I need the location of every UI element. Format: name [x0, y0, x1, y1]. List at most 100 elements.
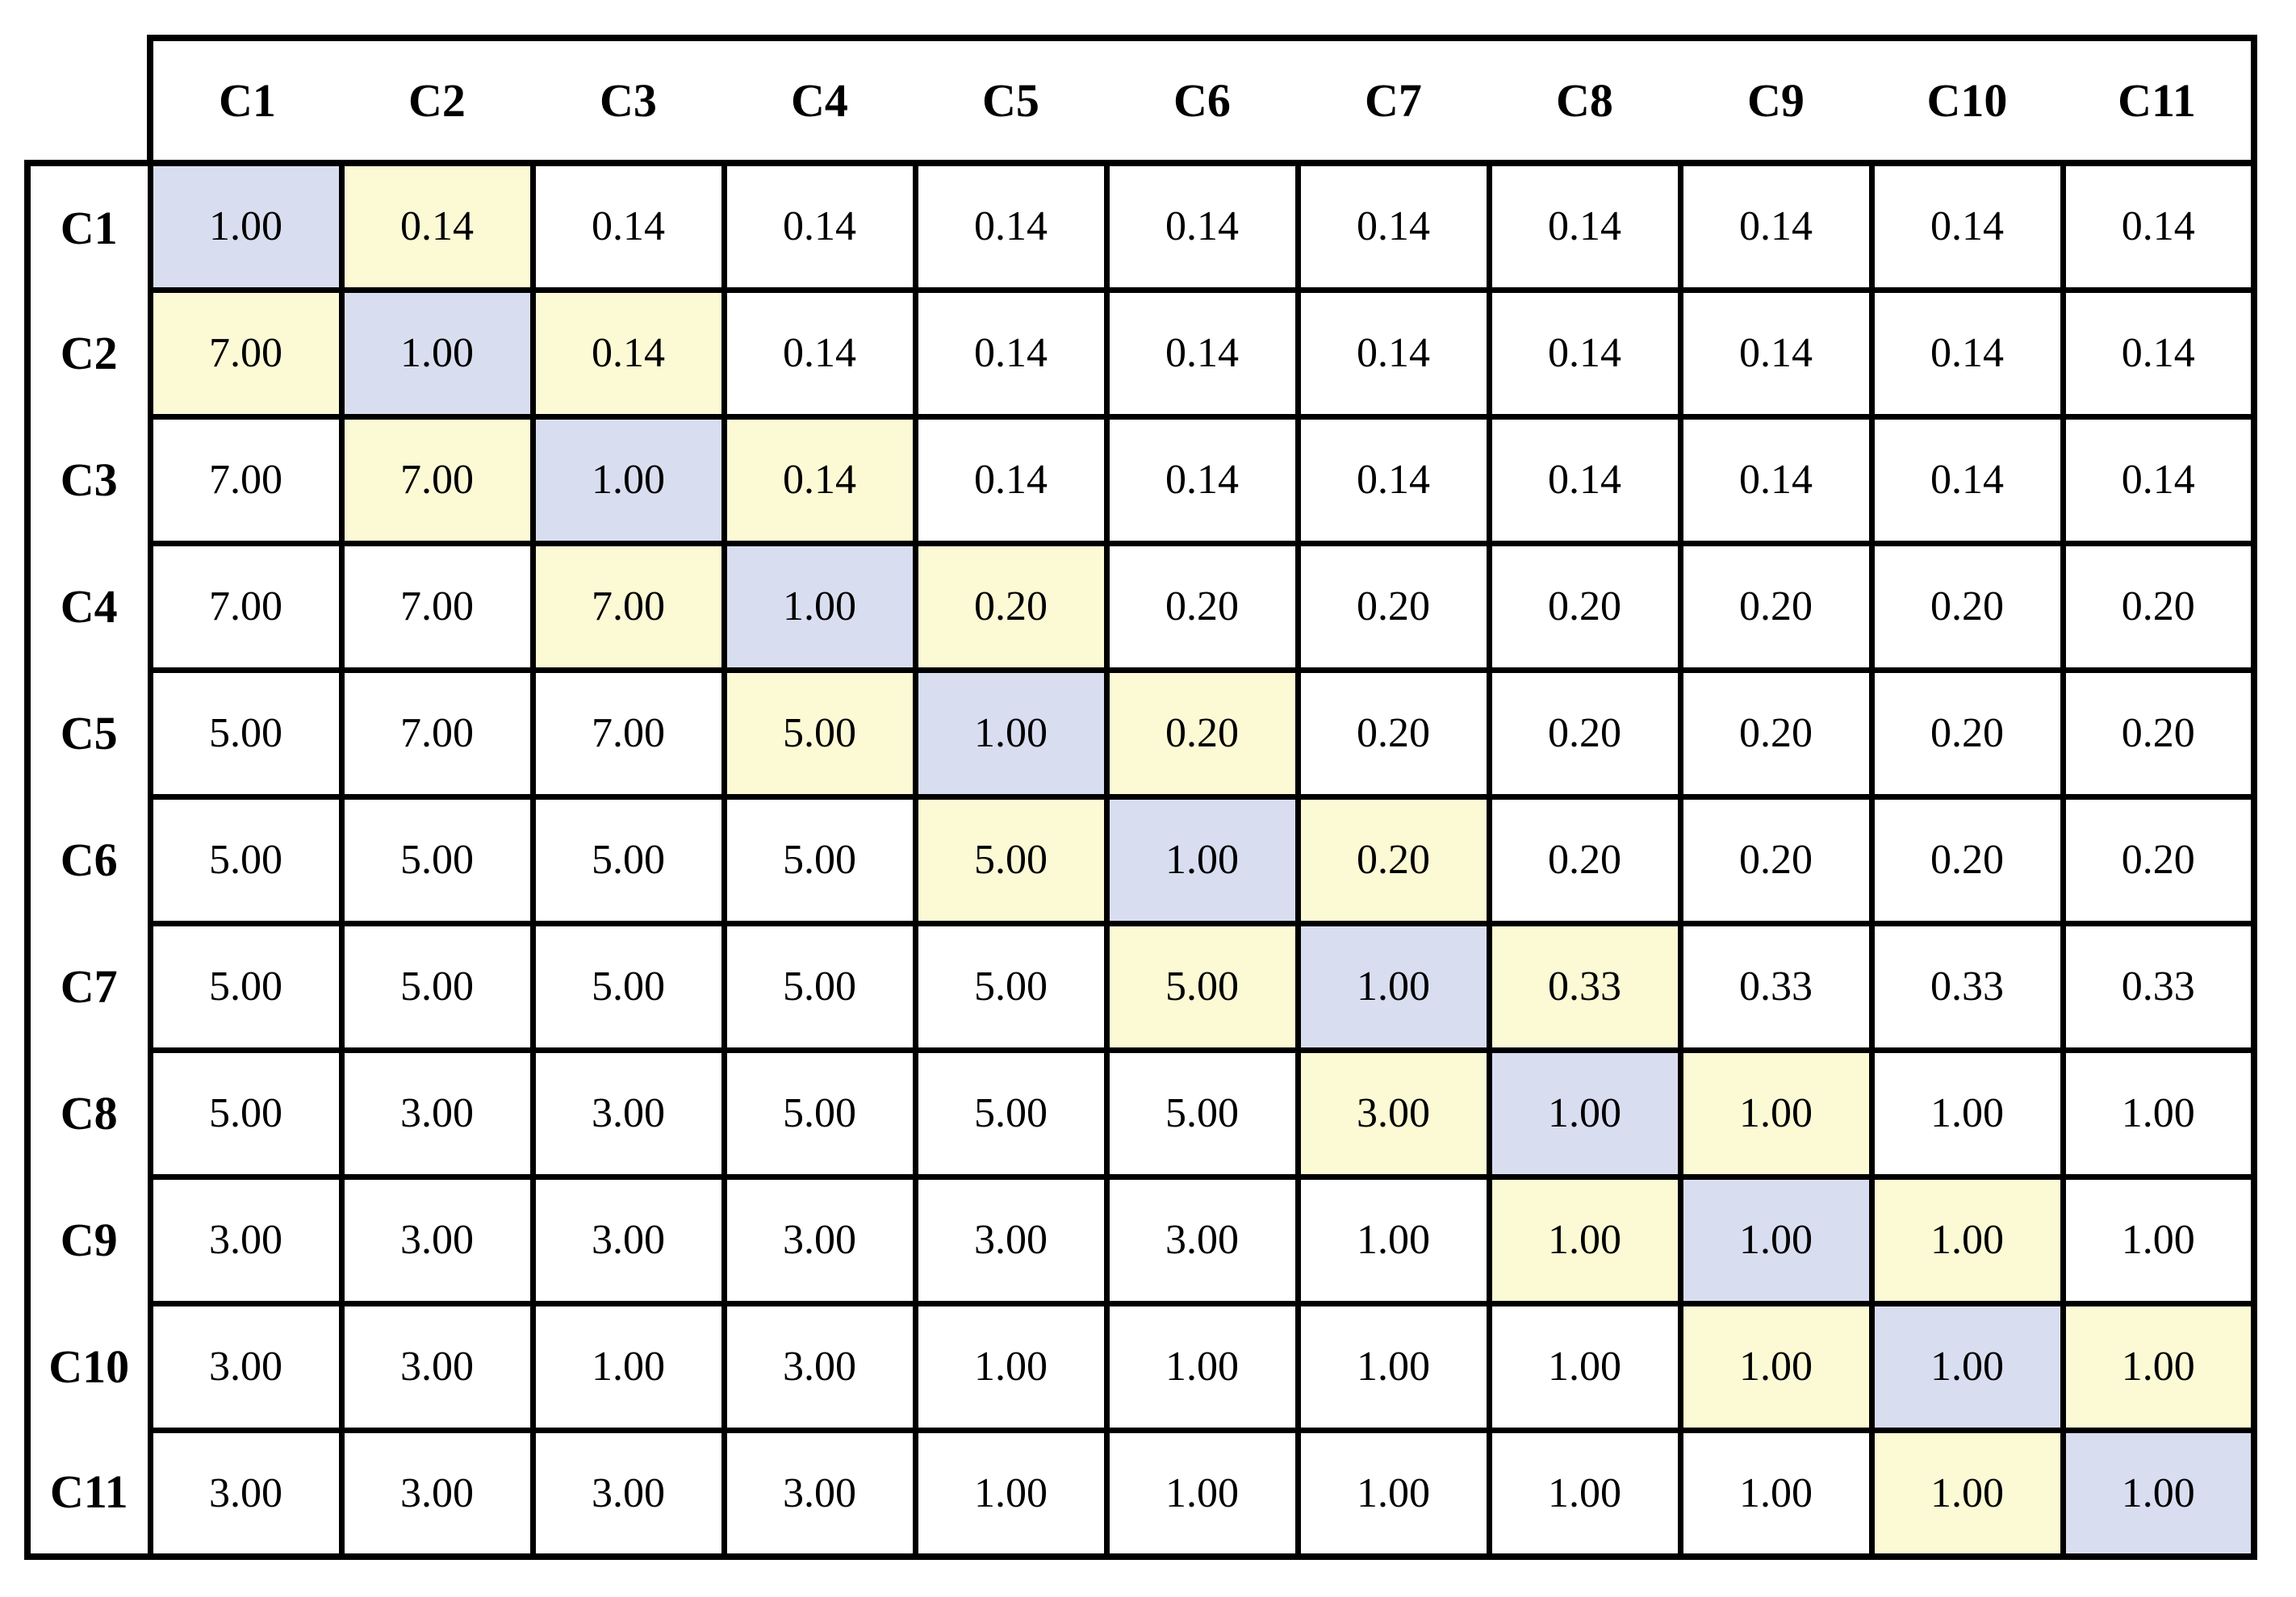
matrix-cell-diagonal: 1.00 [1103, 793, 1301, 926]
matrix-cell: 0.20 [1103, 540, 1301, 673]
matrix-cell: 0.14 [1868, 286, 2066, 420]
matrix-cell: 3.00 [721, 1300, 918, 1433]
matrix-cell: 1.00 [912, 1427, 1110, 1560]
matrix-cell: 1.00 [1486, 1300, 1683, 1433]
matrix-cell: 1.00 [1677, 1300, 1875, 1433]
row-header: C7 [24, 923, 150, 1050]
column-header: C9 [1680, 35, 1872, 166]
matrix-cell: 0.14 [1294, 286, 1492, 420]
matrix-cell: 5.00 [1103, 1047, 1301, 1180]
matrix-cell: 1.00 [912, 1300, 1110, 1433]
matrix-cell: 0.20 [1677, 540, 1875, 673]
matrix-cell: 0.14 [1103, 286, 1301, 420]
matrix-cell: 0.14 [2060, 413, 2257, 546]
matrix-cell-diagonal: 1.00 [1294, 920, 1492, 1053]
column-header: C2 [341, 35, 533, 166]
row-header: C11 [24, 1430, 150, 1560]
matrix-cell: 5.00 [912, 793, 1110, 926]
table-row: C7 5.00 5.00 5.00 5.00 5.00 5.00 1.00 0.33 0.33 0.… [24, 920, 2257, 1053]
matrix-cell: 0.20 [1294, 793, 1492, 926]
matrix-cell-diagonal: 1.00 [1868, 1300, 2066, 1433]
matrix-cell: 0.33 [2060, 920, 2257, 1053]
matrix-cell: 0.20 [1103, 667, 1301, 800]
matrix-cell: 5.00 [338, 793, 536, 926]
matrix-cell-diagonal: 1.00 [529, 413, 727, 546]
matrix-cell: 0.20 [2060, 540, 2257, 673]
matrix-cell: 1.00 [1868, 1047, 2066, 1180]
matrix-cell: 1.00 [2060, 1047, 2257, 1180]
table-row: C9 3.00 3.00 3.00 3.00 3.00 3.00 1.00 1.00 1.00 1.… [24, 1173, 2257, 1306]
matrix-cell-diagonal: 1.00 [1677, 1173, 1875, 1306]
matrix-cell: 7.00 [338, 667, 536, 800]
matrix-cell: 0.14 [1677, 286, 1875, 420]
matrix-cell: 5.00 [147, 793, 345, 926]
matrix-cell: 0.14 [912, 286, 1110, 420]
table-row: C2 7.00 1.00 0.14 0.14 0.14 0.14 0.14 0.14 0.14 0.… [24, 286, 2257, 420]
matrix-cell: 0.20 [1868, 793, 2066, 926]
matrix-cell: 1.00 [1103, 1300, 1301, 1433]
matrix-cell: 5.00 [721, 667, 918, 800]
matrix-cell: 0.14 [2060, 286, 2257, 420]
matrix-cell: 1.00 [1294, 1173, 1492, 1306]
matrix-cell: 0.20 [2060, 667, 2257, 800]
matrix-cell: 5.00 [147, 920, 345, 1053]
matrix-cell: 0.14 [529, 160, 727, 293]
matrix-cell-diagonal: 1.00 [721, 540, 918, 673]
row-header: C3 [24, 416, 150, 543]
matrix-cell: 0.14 [721, 286, 918, 420]
corner-cell [27, 38, 150, 163]
row-header: C9 [24, 1177, 150, 1303]
matrix-cell: 7.00 [338, 413, 536, 546]
matrix-cell: 3.00 [529, 1173, 727, 1306]
table-row: C5 5.00 7.00 7.00 5.00 1.00 0.20 0.20 0.20 0.20 0.… [24, 667, 2257, 800]
matrix-cell: 0.20 [1868, 667, 2066, 800]
matrix-cell: 0.33 [1868, 920, 2066, 1053]
matrix-cell: 0.33 [1677, 920, 1875, 1053]
matrix-cell-diagonal: 1.00 [338, 286, 536, 420]
matrix-cell: 1.00 [1486, 1173, 1683, 1306]
table-row: C10 3.00 3.00 1.00 3.00 1.00 1.00 1.00 1.00 1.00 1… [24, 1300, 2257, 1433]
matrix-cell: 0.20 [912, 540, 1110, 673]
matrix-cell: 0.14 [1486, 160, 1683, 293]
column-header: C4 [724, 35, 915, 166]
row-header: C4 [24, 543, 150, 670]
matrix-cell: 0.20 [1868, 540, 2066, 673]
matrix-cell-diagonal: 1.00 [1486, 1047, 1683, 1180]
pairwise-comparison-matrix: C1 C2 C3 C4 C5 C6 C7 C8 C9 C10 C11 C1 1.00 0.14 0.14 0… [24, 35, 2257, 1560]
column-header: C5 [915, 35, 1106, 166]
table-row: C3 7.00 7.00 1.00 0.14 0.14 0.14 0.14 0.14 0.14 0.… [24, 413, 2257, 546]
matrix-cell: 5.00 [147, 667, 345, 800]
table-row: C8 5.00 3.00 3.00 5.00 5.00 5.00 3.00 1.00 1.00 1.… [24, 1047, 2257, 1180]
table-row: C6 5.00 5.00 5.00 5.00 5.00 1.00 0.20 0.20 0.20 0.… [24, 793, 2257, 926]
matrix-cell: 0.20 [1486, 793, 1683, 926]
matrix-cell: 5.00 [529, 793, 727, 926]
matrix-cell: 3.00 [338, 1173, 536, 1306]
matrix-cell: 3.00 [721, 1173, 918, 1306]
header-row: C1 C2 C3 C4 C5 C6 C7 C8 C9 C10 C11 [27, 35, 2257, 166]
matrix-cell: 0.20 [1677, 667, 1875, 800]
matrix-cell-diagonal: 1.00 [2060, 1427, 2257, 1560]
matrix-cell: 7.00 [147, 286, 345, 420]
table-row: C4 7.00 7.00 7.00 1.00 0.20 0.20 0.20 0.20 0.20 0.… [24, 540, 2257, 673]
matrix-cell-diagonal: 1.00 [147, 160, 345, 293]
matrix-cell: 5.00 [147, 1047, 345, 1180]
matrix-cell: 3.00 [912, 1173, 1110, 1306]
matrix-cell: 0.14 [912, 160, 1110, 293]
matrix-cell: 0.20 [1294, 540, 1492, 673]
matrix-cell: 5.00 [912, 1047, 1110, 1180]
column-header: C7 [1298, 35, 1489, 166]
matrix-cell: 3.00 [529, 1427, 727, 1560]
row-header: C6 [24, 796, 150, 923]
matrix-cell: 3.00 [147, 1300, 345, 1433]
matrix-body: C1 1.00 0.14 0.14 0.14 0.14 0.14 0.14 0.14 0.14 0.… [24, 160, 2257, 1560]
matrix-cell: 5.00 [338, 920, 536, 1053]
column-header: C11 [2063, 35, 2257, 166]
matrix-cell: 3.00 [338, 1300, 536, 1433]
matrix-cell: 5.00 [1103, 920, 1301, 1053]
matrix-cell: 0.14 [1103, 160, 1301, 293]
matrix-cell: 3.00 [338, 1047, 536, 1180]
matrix-cell: 1.00 [1868, 1173, 2066, 1306]
matrix-cell: 0.20 [1486, 540, 1683, 673]
matrix-cell: 0.14 [721, 160, 918, 293]
